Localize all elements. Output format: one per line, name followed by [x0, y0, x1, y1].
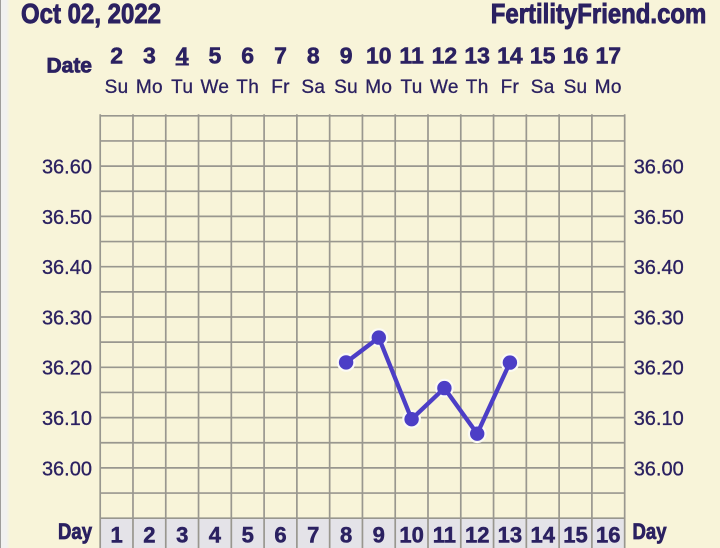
- svg-text:12: 12: [432, 42, 458, 68]
- svg-text:7: 7: [274, 42, 287, 68]
- svg-text:16: 16: [563, 42, 589, 68]
- svg-text:Day: Day: [633, 519, 668, 544]
- svg-text:36.30: 36.30: [634, 307, 684, 329]
- svg-text:13: 13: [464, 42, 490, 68]
- svg-text:Su: Su: [564, 77, 588, 98]
- svg-text:11: 11: [433, 523, 456, 548]
- svg-text:Sa: Sa: [531, 77, 555, 98]
- svg-text:Th: Th: [466, 77, 489, 98]
- svg-text:36.40: 36.40: [42, 257, 92, 279]
- svg-text:17: 17: [596, 42, 622, 68]
- svg-text:36.10: 36.10: [42, 408, 92, 430]
- svg-text:We: We: [201, 77, 230, 98]
- svg-text:36.20: 36.20: [42, 358, 92, 380]
- svg-text:15: 15: [530, 42, 556, 68]
- svg-text:36.30: 36.30: [42, 307, 92, 329]
- svg-text:36.50: 36.50: [634, 207, 684, 229]
- svg-text:10: 10: [399, 523, 423, 548]
- svg-text:FertilityFriend.com: FertilityFriend.com: [491, 0, 707, 29]
- svg-text:Mo: Mo: [365, 77, 392, 98]
- svg-text:6: 6: [241, 42, 254, 68]
- svg-text:Su: Su: [105, 77, 129, 98]
- svg-text:5: 5: [209, 42, 222, 68]
- svg-text:36.00: 36.00: [42, 458, 92, 480]
- svg-text:12: 12: [465, 523, 489, 548]
- svg-text:36.20: 36.20: [634, 358, 684, 380]
- svg-text:11: 11: [399, 42, 424, 68]
- svg-text:10: 10: [366, 42, 392, 68]
- svg-text:Sa: Sa: [301, 77, 325, 98]
- svg-text:14: 14: [530, 523, 555, 548]
- svg-text:Day: Day: [58, 519, 93, 544]
- svg-text:8: 8: [307, 42, 320, 68]
- svg-text:9: 9: [340, 42, 353, 68]
- svg-text:36.10: 36.10: [634, 408, 684, 430]
- svg-text:1: 1: [110, 523, 122, 548]
- svg-text:14: 14: [497, 42, 523, 68]
- svg-text:Tu: Tu: [401, 77, 423, 98]
- svg-text:13: 13: [498, 523, 522, 548]
- svg-text:Su: Su: [334, 77, 358, 98]
- svg-text:7: 7: [307, 523, 319, 548]
- svg-text:16: 16: [596, 523, 620, 548]
- svg-text:9: 9: [373, 523, 385, 548]
- svg-text:Fr: Fr: [271, 77, 290, 98]
- svg-text:8: 8: [340, 523, 352, 548]
- svg-text:2: 2: [110, 42, 123, 68]
- svg-text:15: 15: [563, 523, 587, 548]
- svg-text:Tu: Tu: [171, 77, 193, 98]
- svg-text:Th: Th: [236, 77, 259, 98]
- svg-text:Fr: Fr: [501, 77, 520, 98]
- svg-text:We: We: [430, 77, 459, 98]
- svg-text:36.50: 36.50: [42, 207, 92, 229]
- svg-text:Date: Date: [46, 54, 92, 77]
- svg-text:Mo: Mo: [595, 77, 622, 98]
- svg-text:36.60: 36.60: [42, 157, 92, 179]
- svg-text:6: 6: [274, 523, 286, 548]
- svg-text:4: 4: [209, 523, 222, 548]
- svg-text:Oct 02, 2022: Oct 02, 2022: [21, 0, 161, 29]
- svg-text:4: 4: [176, 42, 189, 68]
- svg-text:36.40: 36.40: [634, 257, 684, 279]
- svg-text:36.60: 36.60: [634, 157, 684, 179]
- svg-text:3: 3: [143, 42, 156, 68]
- svg-text:2: 2: [143, 523, 155, 548]
- svg-text:Mo: Mo: [136, 77, 163, 98]
- svg-text:5: 5: [242, 523, 254, 548]
- svg-text:3: 3: [176, 523, 188, 548]
- svg-text:36.00: 36.00: [634, 458, 684, 480]
